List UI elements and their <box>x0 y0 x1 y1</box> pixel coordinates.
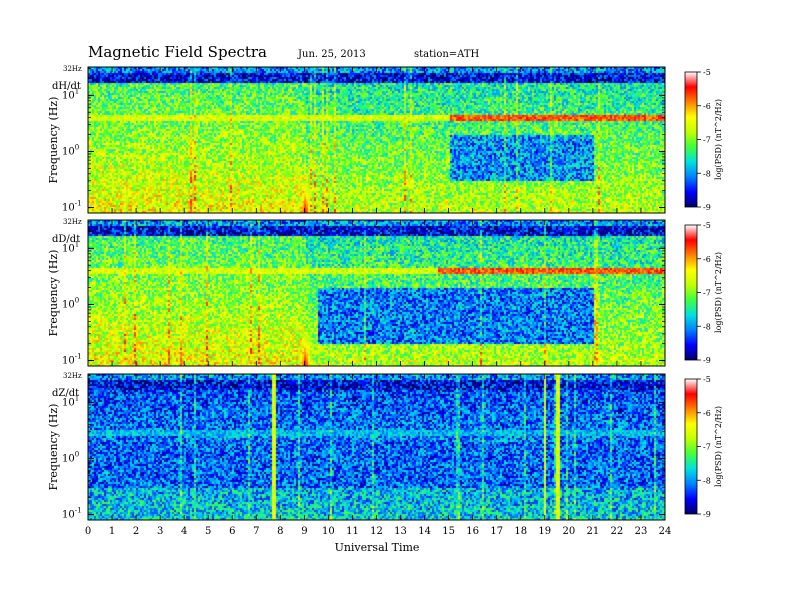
y-tick-label: 101 <box>62 394 79 408</box>
x-tick-label: 18 <box>514 526 527 537</box>
spectrogram-heatmap <box>88 374 665 520</box>
x-tick-label: 12 <box>370 526 383 537</box>
colorbar-tick-label: -5 <box>703 221 711 230</box>
colorbar-tick-label: -5 <box>703 375 711 384</box>
y-tick-label: 101 <box>62 87 79 101</box>
x-tick-label: 2 <box>133 526 139 537</box>
figure-title: Magnetic Field Spectra <box>88 43 267 61</box>
x-tick-label: 10 <box>322 526 335 537</box>
colorbar-tick-label: -7 <box>703 443 711 452</box>
top-frequency-label: 32Hz <box>63 218 82 226</box>
figure-date: Jun. 25, 2013 <box>297 49 366 60</box>
colorbar-tick-label: -7 <box>703 289 711 298</box>
y-axis-label: Frequency (Hz) <box>47 97 60 184</box>
x-tick-label: 15 <box>442 526 455 537</box>
x-tick-label: 6 <box>229 526 235 537</box>
x-tick-label: 14 <box>418 526 431 537</box>
x-axis-label: Universal Time <box>335 541 420 554</box>
colorbar-label: log(PSD) (nT^2/Hz) <box>714 99 723 180</box>
x-tick-label: 20 <box>562 526 575 537</box>
x-tick-label: 13 <box>394 526 407 537</box>
x-tick-label: 19 <box>538 526 551 537</box>
colorbar-label: log(PSD) (nT^2/Hz) <box>714 406 723 487</box>
x-tick-label: 9 <box>301 526 307 537</box>
colorbar-tick-label: -9 <box>703 510 711 519</box>
y-tick-label: 10-1 <box>62 507 82 521</box>
colorbar-label: log(PSD) (nT^2/Hz) <box>714 252 723 333</box>
y-tick-label: 100 <box>62 143 79 157</box>
colorbar-tick-label: -8 <box>703 476 711 485</box>
y-tick-label: 101 <box>62 240 79 254</box>
y-tick-label: 100 <box>62 296 79 310</box>
spectrogram-heatmap <box>88 220 665 366</box>
colorbar-tick-label: -9 <box>703 203 711 212</box>
y-tick-label: 100 <box>62 450 79 464</box>
x-tick-label: 11 <box>346 526 359 537</box>
colorbar-tick-label: -7 <box>703 136 711 145</box>
colorbar-tick-label: -6 <box>703 102 711 111</box>
x-tick-label: 1 <box>109 526 115 537</box>
y-tick-label: 10-1 <box>62 200 82 214</box>
x-tick-label: 4 <box>181 526 187 537</box>
colorbar <box>684 224 698 361</box>
top-frequency-label: 32Hz <box>63 65 82 73</box>
station-label: station=ATH <box>414 49 480 60</box>
x-tick-label: 7 <box>253 526 259 537</box>
x-tick-label: 22 <box>611 526 624 537</box>
panel-label: dD/dt <box>52 234 80 245</box>
colorbar-tick-label: -9 <box>703 356 711 365</box>
x-tick-label: 24 <box>659 526 672 537</box>
time-axis: 0 1 2 3 4 5 6 7 8 9 10 11 12 13 14 15 16 17 18 19 20 21 22 23 24 <box>85 526 672 537</box>
x-tick-label: 23 <box>635 526 648 537</box>
y-axis-label: Frequency (Hz) <box>47 250 60 337</box>
x-tick-label: 0 <box>85 526 91 537</box>
colorbar-tick-label: -6 <box>703 409 711 418</box>
x-tick-label: 17 <box>490 526 503 537</box>
spectrogram-heatmap <box>88 67 665 213</box>
y-tick-label: 10-1 <box>62 353 82 367</box>
top-frequency-label: 32Hz <box>63 372 82 380</box>
colorbar-tick-label: -5 <box>703 68 711 77</box>
panel-label: dH/dt <box>52 81 81 92</box>
x-tick-label: 16 <box>466 526 479 537</box>
x-tick-label: 5 <box>205 526 211 537</box>
x-tick-label: 8 <box>277 526 283 537</box>
x-tick-label: 21 <box>587 526 600 537</box>
colorbar <box>684 378 698 515</box>
panel-label: dZ/dt <box>52 388 79 399</box>
y-axis-label: Frequency (Hz) <box>47 404 60 491</box>
x-tick-label: 3 <box>157 526 163 537</box>
colorbar <box>684 71 698 208</box>
colorbar-tick-label: -8 <box>703 169 711 178</box>
colorbar-tick-label: -8 <box>703 322 711 331</box>
colorbar-tick-label: -6 <box>703 255 711 264</box>
